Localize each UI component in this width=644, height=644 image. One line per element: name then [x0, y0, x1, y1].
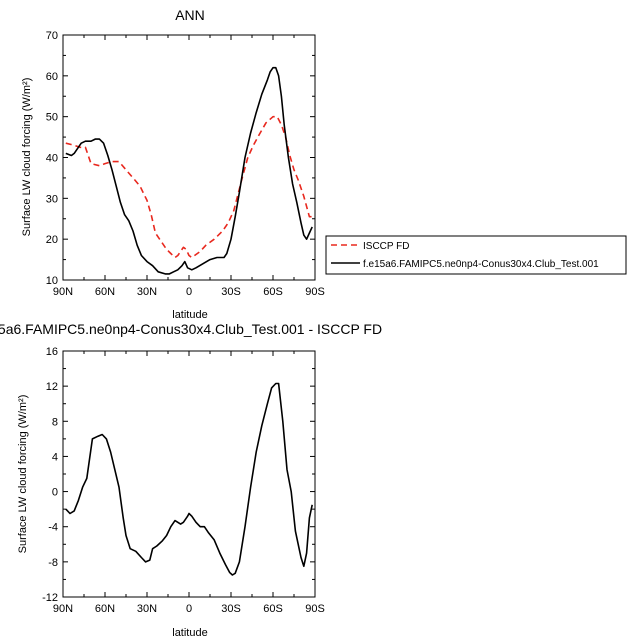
top-y-tick-label: 70 [46, 30, 58, 42]
bottom-chart-title: 5a6.FAMIPC5.ne0np4-Conus30x4.Club_Test.0… [0, 321, 382, 337]
top-x-tick-label: 60S [263, 286, 283, 298]
top-y-tick-label: 20 [46, 234, 58, 246]
top-y-tick-label: 30 [46, 193, 58, 205]
bottom-series-line-difference [65, 382, 313, 576]
top-y-tick-label: 10 [46, 275, 58, 287]
top-panel: ANN 90N 60N 30N 0 30S 60S 90S 10 20 30 40 50 60 70 la… [21, 7, 325, 321]
top-x-tick-label: 90N [53, 286, 73, 298]
top-x-tick-label: 90S [305, 286, 325, 298]
bottom-y-tick-label: 8 [52, 416, 58, 428]
top-x-axis-label: latitude [172, 309, 207, 321]
top-y-axis-label: Surface LW cloud forcing (W/m²) [21, 78, 33, 237]
legend: ISCCP FD f.e15a6.FAMIPC5.ne0np4-Conus30x… [325, 235, 627, 275]
bottom-y-tick-label: -8 [48, 557, 58, 569]
top-x-tick-label: 0 [186, 286, 192, 298]
legend-label-isccp-fd: ISCCP FD [363, 241, 410, 252]
top-x-tick-label: 60N [95, 286, 115, 298]
bottom-plot-frame [62, 350, 316, 598]
bottom-y-tick-label: 4 [52, 451, 58, 463]
bottom-y-axis-label: Surface LW cloud forcing (W/m²) [17, 395, 29, 554]
bottom-x-tick-label: 90N [53, 603, 73, 615]
top-y-tick-label: 50 [46, 112, 58, 124]
top-plot-area: 90N 60N 30N 0 30S 60S 90S 10 20 30 40 50 60 70 [46, 30, 325, 298]
top-series-line-f-e15a6-famipc5-ne0np4-conus30x4-club-test-001 [65, 66, 313, 275]
bottom-x-tick-label: 60N [95, 603, 115, 615]
bottom-y-tick-label: -12 [42, 592, 58, 604]
top-x-tick-label: 30S [221, 286, 241, 298]
bottom-x-tick-label: 90S [305, 603, 325, 615]
legend-box [325, 235, 627, 275]
bottom-panel: 5a6.FAMIPC5.ne0np4-Conus30x4.Club_Test.0… [0, 321, 382, 639]
bottom-x-tick-label: 30N [137, 603, 157, 615]
bottom-y-tick-label: -4 [48, 522, 58, 534]
bottom-x-tick-label: 60S [263, 603, 283, 615]
legend-label-model: f.e15a6.FAMIPC5.ne0np4-Conus30x4.Club_Te… [363, 259, 599, 270]
top-chart-title: ANN [175, 7, 205, 23]
bottom-plot-area: 90N 60N 30N 0 30S 60S 90S -12 -8 -4 0 4 8 12 16 [42, 346, 325, 615]
bottom-y-tick-label: 16 [46, 346, 58, 358]
bottom-y-tick-label: 0 [52, 487, 58, 499]
bottom-x-tick-label: 0 [186, 603, 192, 615]
top-y-tick-label: 40 [46, 153, 58, 165]
bottom-x-tick-label: 30S [221, 603, 241, 615]
top-y-tick-label: 60 [46, 71, 58, 83]
top-x-tick-label: 30N [137, 286, 157, 298]
top-series-line-isccp-fd [65, 115, 313, 259]
bottom-x-axis-label: latitude [172, 627, 207, 639]
bottom-y-tick-label: 12 [46, 381, 58, 393]
